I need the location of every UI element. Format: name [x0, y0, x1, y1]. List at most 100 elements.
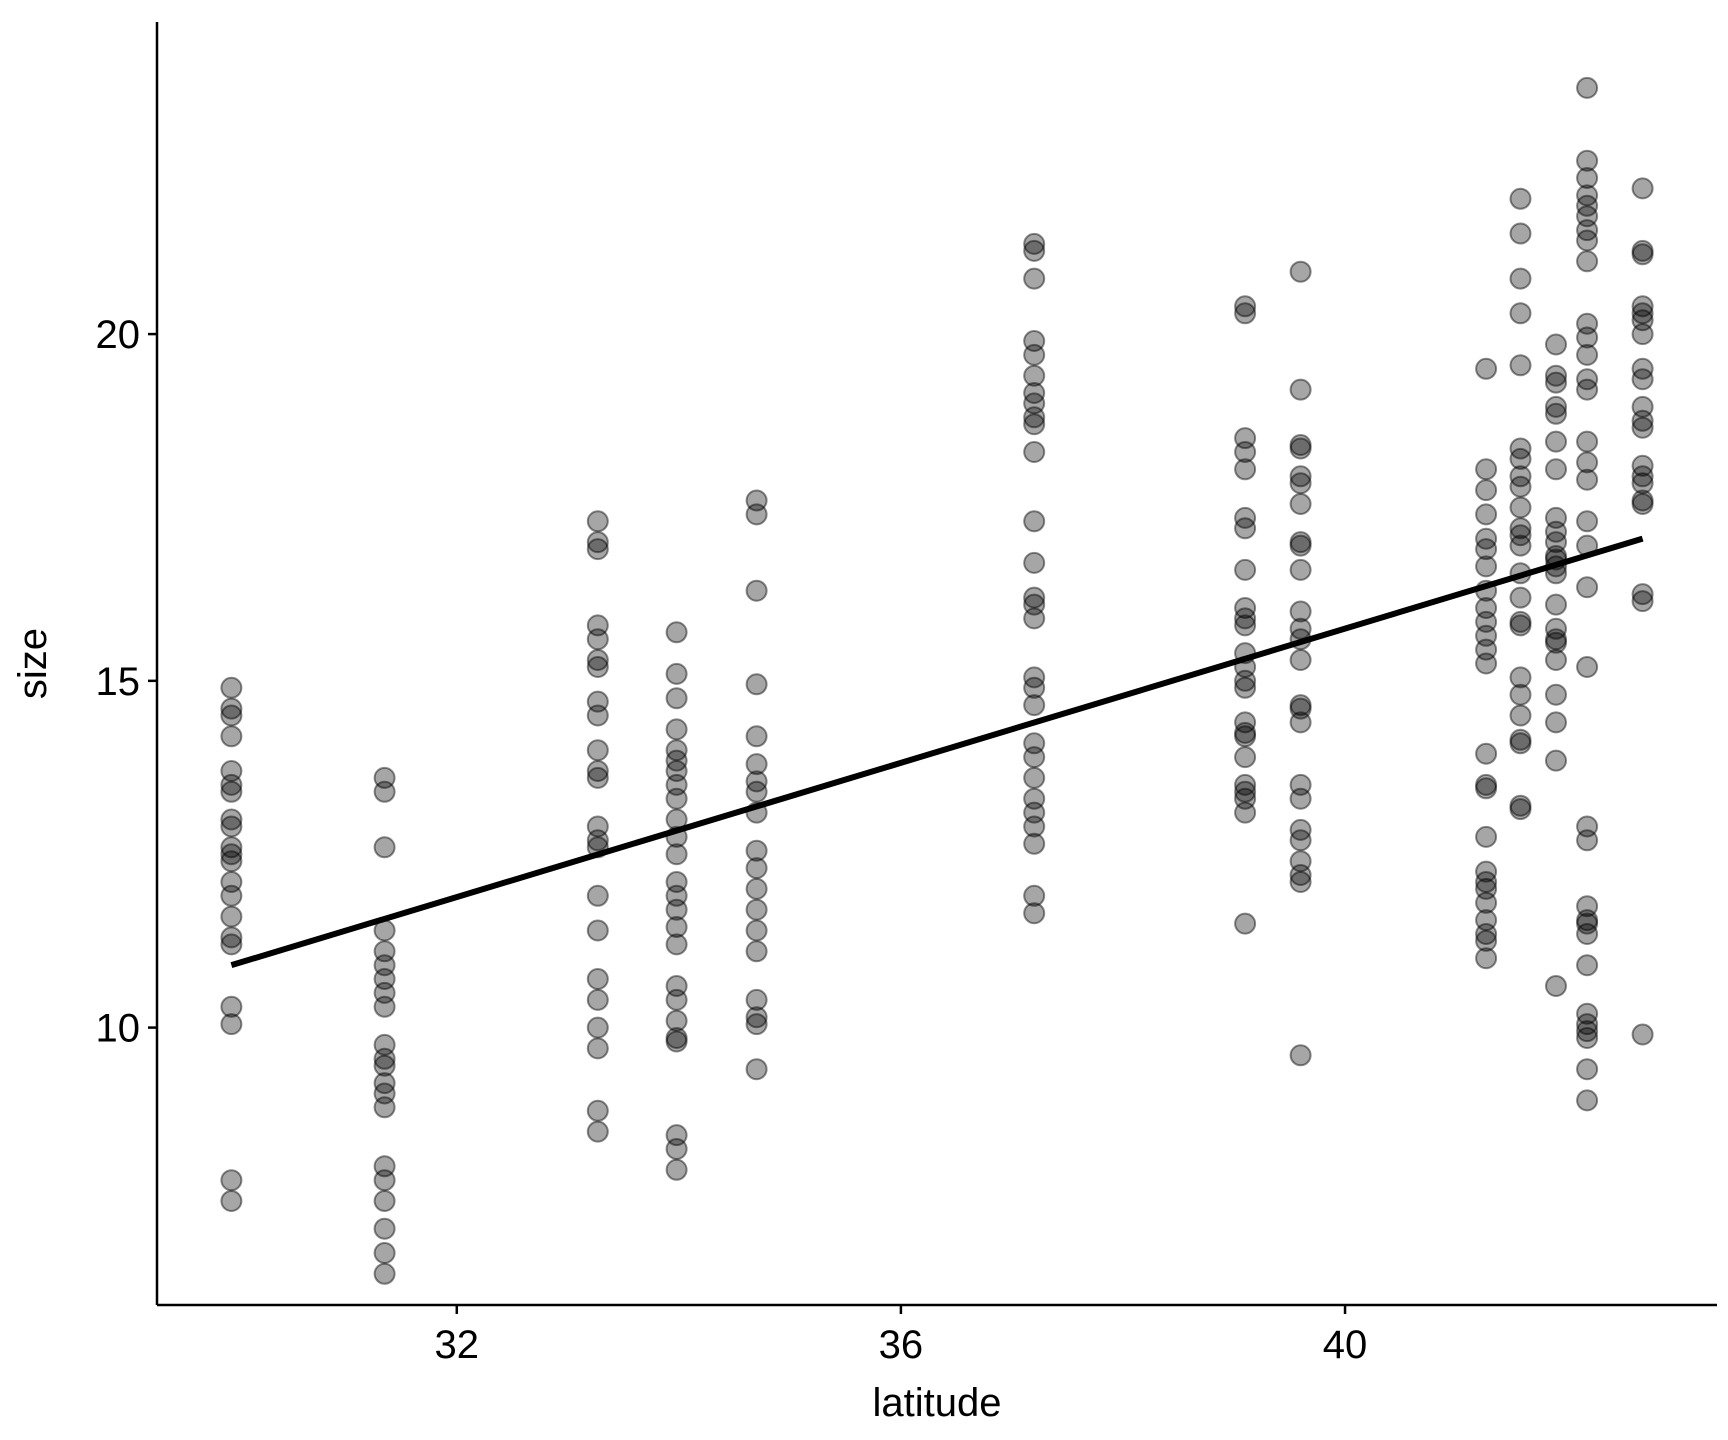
- data-point: [1631, 302, 1654, 325]
- data-point: [1545, 617, 1567, 640]
- data-point: [1509, 534, 1532, 557]
- data-point: [1576, 219, 1599, 242]
- x-tick-label: 32: [435, 1323, 480, 1367]
- data-point: [1509, 610, 1532, 633]
- data-point: [1289, 600, 1312, 623]
- data-point: [1289, 534, 1312, 557]
- data-point: [1475, 555, 1498, 578]
- data-point: [665, 1138, 688, 1160]
- data-point: [1509, 666, 1532, 689]
- data-point: [373, 1190, 396, 1212]
- data-point: [1545, 364, 1567, 387]
- x-tick-label: 40: [1323, 1323, 1368, 1367]
- data-point: [373, 1072, 396, 1095]
- data-point: [665, 749, 688, 772]
- data-point: [1576, 895, 1599, 918]
- data-point: [1234, 506, 1257, 529]
- data-point: [1509, 302, 1532, 325]
- data-point: [1631, 465, 1654, 488]
- data-point: [665, 773, 688, 796]
- data-point: [1234, 725, 1257, 748]
- data-point: [586, 649, 609, 671]
- data-point: [1289, 818, 1312, 841]
- data-point: [586, 829, 609, 852]
- data-point: [1509, 704, 1532, 727]
- data-point: [1289, 378, 1312, 401]
- data-point: [1509, 794, 1532, 817]
- data-point: [1289, 694, 1312, 717]
- data-point: [1023, 732, 1046, 755]
- data-point: [1509, 586, 1532, 609]
- data-point: [1475, 610, 1498, 633]
- data-point: [373, 981, 396, 1004]
- data-point: [1023, 441, 1046, 463]
- y-tick-label: 10: [96, 1007, 141, 1051]
- data-point: [1023, 832, 1046, 855]
- data-point: [220, 933, 243, 956]
- data-point: [1545, 520, 1567, 543]
- data-point: [1234, 746, 1257, 769]
- data-point: [665, 1027, 688, 1049]
- data-point: [1289, 773, 1312, 796]
- data-point: [1023, 551, 1046, 574]
- data-point: [1631, 323, 1654, 346]
- data-point: [1509, 524, 1532, 547]
- data-point: [1023, 593, 1046, 616]
- data-point: [220, 905, 243, 928]
- data-point: [1576, 815, 1599, 838]
- data-point: [1023, 666, 1046, 689]
- data-point: [373, 1262, 396, 1285]
- data-point: [1475, 503, 1498, 526]
- data-point: [1576, 923, 1599, 945]
- data-point: [373, 1054, 396, 1077]
- data-point: [373, 1242, 396, 1264]
- data-point: [1234, 607, 1257, 630]
- data-point: [665, 1158, 688, 1181]
- data-point: [1289, 437, 1312, 460]
- data-point: [586, 988, 609, 1011]
- data-point: [745, 489, 768, 512]
- data-point: [1023, 413, 1046, 436]
- data-point: [220, 836, 243, 859]
- data-point: [1289, 472, 1312, 495]
- data-point: [1475, 652, 1498, 675]
- data-point: [1475, 909, 1498, 932]
- x-axis-title: latitude: [873, 1381, 1002, 1425]
- data-point: [220, 773, 243, 796]
- data-point: [1475, 773, 1498, 796]
- data-point: [373, 1217, 396, 1240]
- data-point: [745, 919, 768, 942]
- data-point: [1289, 871, 1312, 893]
- data-point: [220, 697, 243, 720]
- data-point: [1509, 614, 1532, 637]
- data-point: [1509, 517, 1532, 540]
- y-axis-ticks: 10 15 20: [96, 313, 157, 1051]
- data-point: [1023, 607, 1046, 630]
- data-point: [1023, 364, 1046, 387]
- data-point: [1023, 801, 1046, 824]
- data-point: [1234, 597, 1257, 619]
- data-point: [665, 621, 688, 644]
- data-point: [1631, 489, 1654, 512]
- data-point: [745, 898, 768, 921]
- data-point: [1509, 496, 1532, 519]
- data-point: [1631, 368, 1654, 391]
- data-point: [1509, 475, 1532, 498]
- axes: 32 36 40 10 15 20: [96, 22, 1717, 1367]
- data-point: [1023, 343, 1046, 366]
- data-point: [1509, 447, 1532, 470]
- data-point: [1289, 558, 1312, 581]
- data-point: [1576, 576, 1599, 599]
- data-point: [1475, 538, 1498, 561]
- data-point: [586, 656, 609, 678]
- data-point: [1289, 493, 1312, 515]
- data-point: [1023, 884, 1046, 907]
- data-point: [1023, 815, 1046, 838]
- data-point: [1023, 392, 1046, 415]
- data-point: [745, 579, 768, 602]
- data-point: [1576, 656, 1599, 678]
- data-point: [745, 877, 768, 900]
- data-point: [745, 780, 768, 803]
- data-point: [665, 1124, 688, 1147]
